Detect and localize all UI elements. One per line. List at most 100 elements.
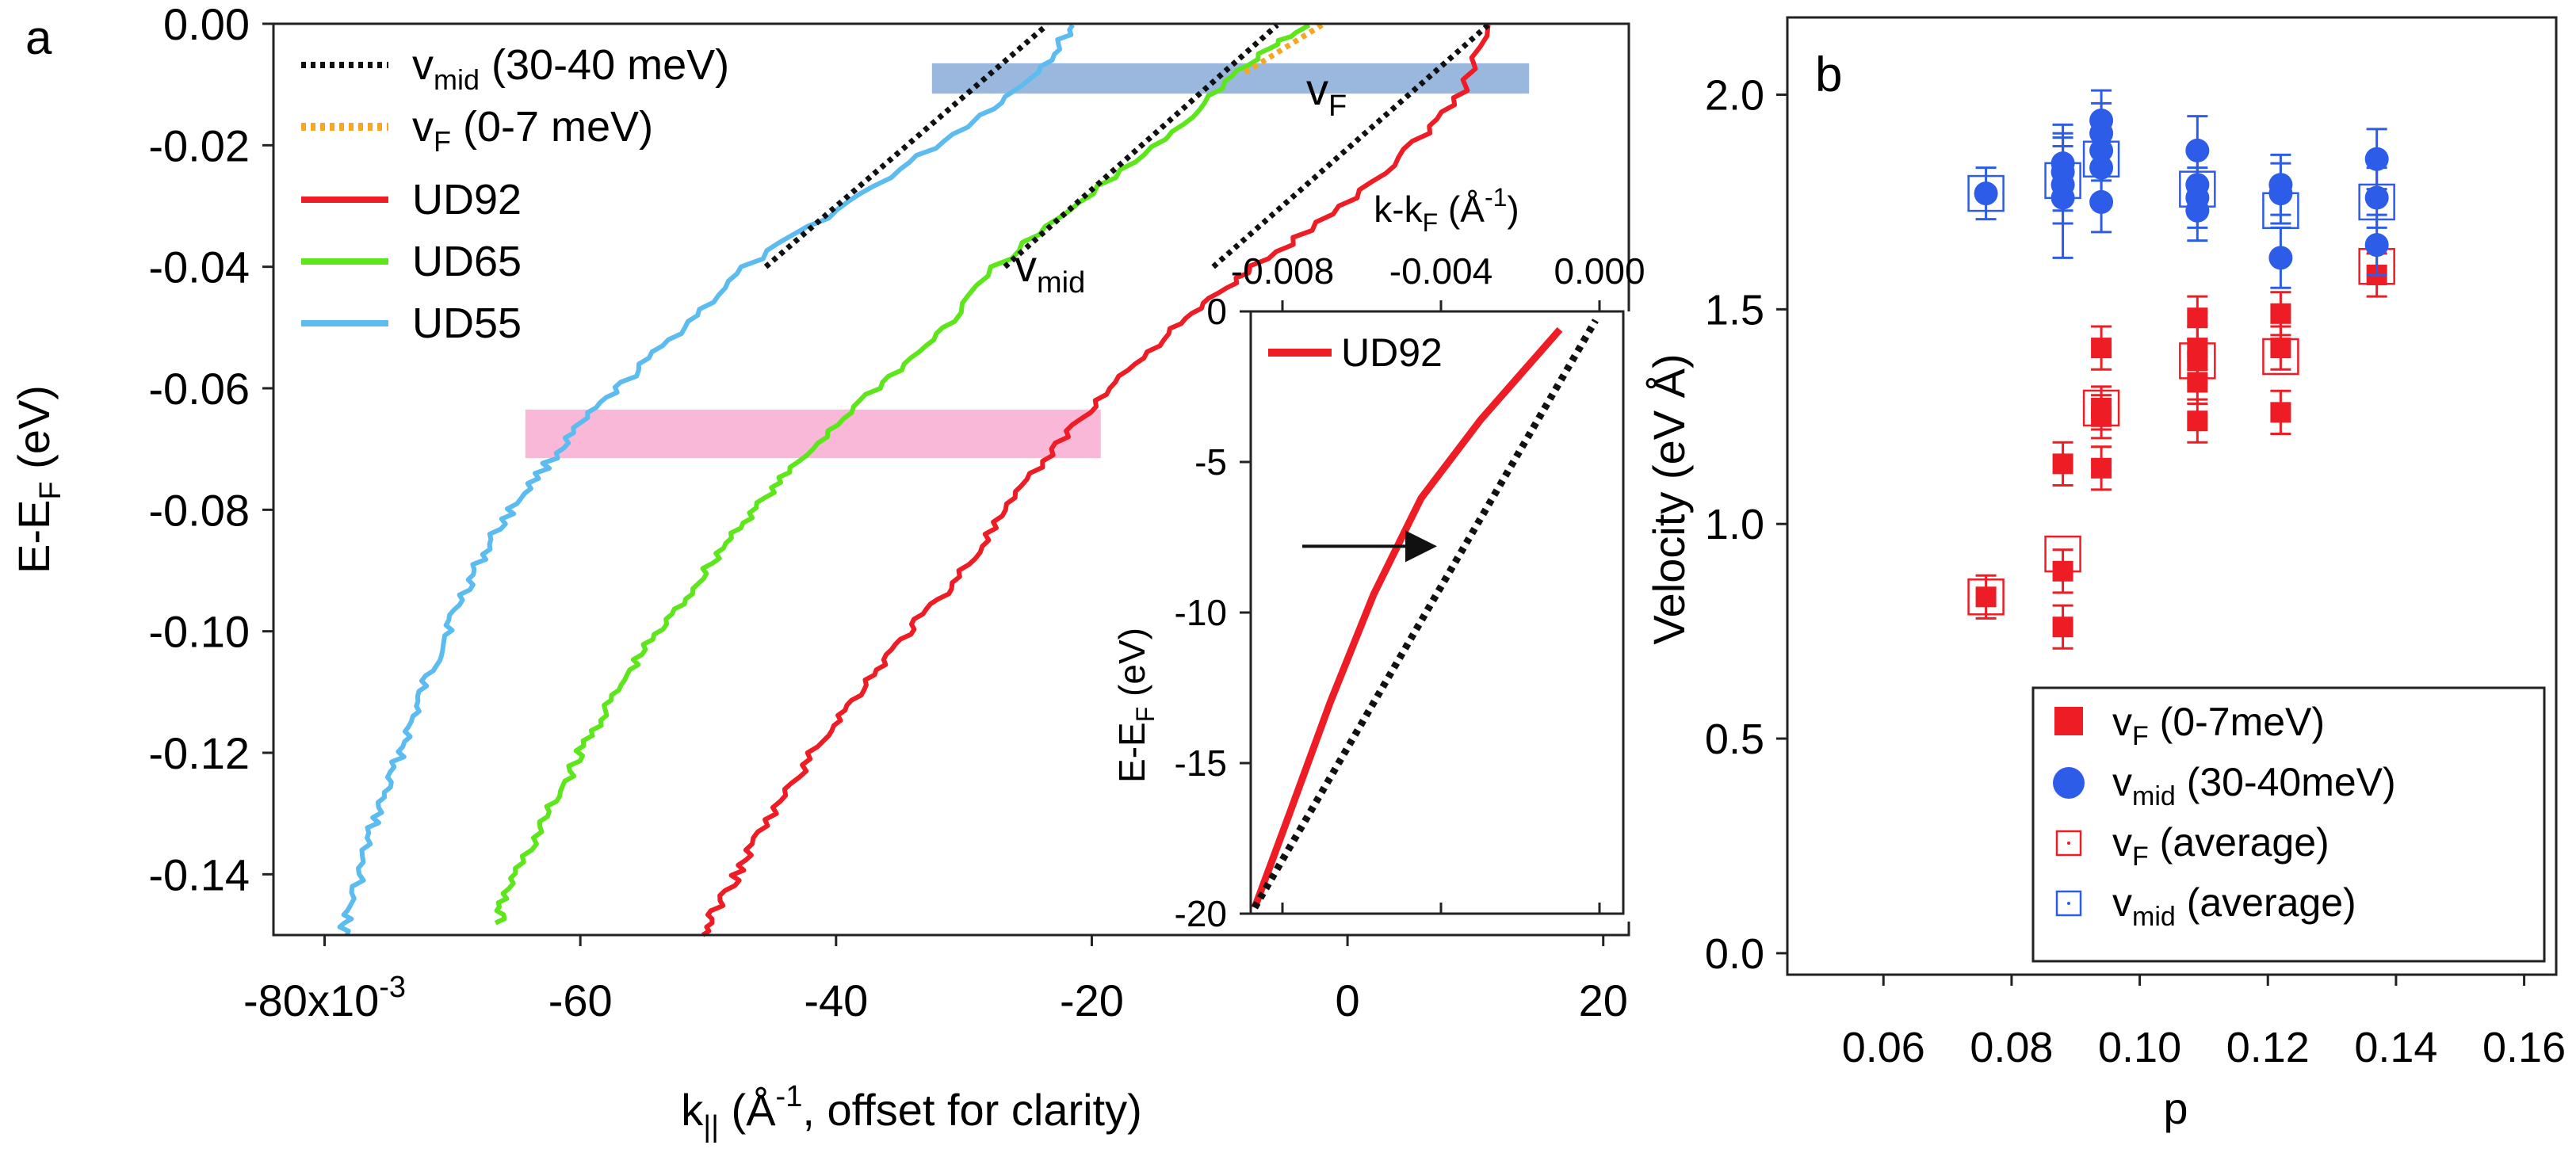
x-tick-text: -40 <box>804 975 868 1025</box>
b-y-tick-label: 0.0 <box>1705 930 1764 978</box>
legend-vmid-label: vmid (30-40meV) <box>2112 760 2396 811</box>
panel-b-x-axis-label: p <box>2163 1083 2188 1133</box>
point-vf <box>2187 307 2208 329</box>
legend-vf-label: vF (0-7 meV) <box>412 103 653 158</box>
fit-ud65-vmid <box>1003 22 1279 269</box>
inset-y-tick-label: -5 <box>1194 441 1227 483</box>
point-vmid <box>2364 233 2389 258</box>
curve-ud65 <box>494 22 1311 926</box>
y-tick-label: -0.04 <box>148 242 250 292</box>
legend-vmid-average-dot <box>2067 902 2070 905</box>
panel-a-x-axis: -80x10-3 -60 -40 -20 0 20 <box>243 935 1628 1025</box>
point-vmid <box>2185 138 2210 162</box>
inset-chart: -0.008 -0.004 0.000 0 -5 -10 -15 -20 k-kF (Å-1… <box>1111 183 1645 934</box>
point-vmid <box>2364 185 2389 210</box>
panel-b-y-axis: 0.0 0.5 1.0 1.5 2.0 <box>1705 72 1787 978</box>
legend-vf-average-marker <box>2055 830 2082 857</box>
b-x-tick-label: 0.14 <box>2354 1024 2437 1071</box>
point-vf <box>2270 402 2291 423</box>
fit-ud55-vmid <box>763 22 1049 269</box>
panel-b-legend-box <box>2031 686 2546 963</box>
panel-a-curves <box>337 22 1491 937</box>
panel-b-y-axis-label: Velocity (eV Å) <box>1644 353 1694 644</box>
curve-ud92 <box>701 25 1491 937</box>
legend-vf-marker <box>2054 707 2083 735</box>
point-vmid <box>2268 173 2293 197</box>
annotation-vf: vF <box>1306 64 1347 123</box>
panel-a-y-axis-label: E-EF (eV) <box>9 385 67 574</box>
inset-fit-line <box>1252 319 1599 910</box>
inset-y-axis-label: E-EF (eV) <box>1111 628 1160 783</box>
panel-b-legend: vF (0-7meV) vmid (30-40meV) vF (average)… <box>2031 686 2546 963</box>
x-tick-text: 20 <box>1579 975 1628 1025</box>
inset-lines <box>1251 319 1599 910</box>
b-y-tick-label: 1.0 <box>1705 501 1764 548</box>
y-tick-label: -0.06 <box>148 364 250 414</box>
b-y-tick-label: 2.0 <box>1705 72 1764 120</box>
panel-b: b 0.06 0.08 0.10 0.12 0.14 0.16 0.0 0.5 1.0 1.5 2… <box>1644 16 2566 1133</box>
b-x-tick-label: 0.08 <box>1970 1024 2053 1071</box>
b-y-tick-label: 0.5 <box>1705 716 1764 763</box>
inset-y-tick-label: -20 <box>1175 893 1227 934</box>
y-tick-label: 0.00 <box>163 0 250 49</box>
x-tick-text: -60 <box>548 975 613 1025</box>
panel-b-points <box>1967 89 2395 650</box>
x-tick-label: 0 <box>1336 975 1360 1025</box>
inset-background <box>1251 311 1631 922</box>
y-tick-label: -0.14 <box>148 849 250 899</box>
curve-ud55 <box>337 23 1075 936</box>
panel-a-label: a <box>25 11 52 64</box>
panel-a-legend: vmid (30-40 meV) vF (0-7 meV) UD92 UD65 … <box>301 41 729 347</box>
x-tick-label: -40 <box>804 975 868 1025</box>
point-vmid <box>2268 246 2293 270</box>
y-tick-label: -0.12 <box>148 728 250 778</box>
x-tick-label: -80x10-3 <box>243 971 406 1025</box>
panel-a-fit-lines <box>763 22 1490 269</box>
point-vmid <box>2089 189 2114 214</box>
inset-y-axis: 0 -5 -10 -15 -20 <box>1175 291 1251 934</box>
inset-x-axis: -0.008 -0.004 0.000 <box>1231 250 1645 914</box>
point-vmid <box>1974 181 1998 206</box>
legend-ud92-label: UD92 <box>412 176 522 223</box>
point-vf <box>2187 410 2208 432</box>
point-vmid <box>2364 147 2389 171</box>
point-vf <box>2187 338 2208 359</box>
point-vf <box>2052 453 2073 475</box>
legend-vmid-average-label: vmid (average) <box>2112 880 2356 932</box>
inset-y-tick-label: -10 <box>1175 592 1227 633</box>
point-vf <box>2091 338 2112 359</box>
inset-x-axis-label: k-kF (Å-1) <box>1374 183 1519 237</box>
point-vf <box>2091 397 2112 418</box>
point-vf <box>2052 616 2073 638</box>
legend-vmid-marker <box>2053 767 2085 799</box>
panel-a: a -80x10-3 -60 -40 -20 0 20 0.00 -0.02 -0.04 -0.… <box>9 0 1645 1143</box>
y-tick-label: -0.10 <box>148 607 250 657</box>
point-vf <box>2052 560 2073 582</box>
point-vmid <box>2089 109 2114 133</box>
legend-vmid-average-marker <box>2055 890 2082 917</box>
x-tick-text: -20 <box>1060 975 1124 1025</box>
inset-x-tick-label: 0.000 <box>1554 250 1645 292</box>
b-x-tick-label: 0.16 <box>2482 1024 2566 1071</box>
panel-b-plot-frame <box>1786 16 2558 976</box>
panel-a-y-axis: 0.00 -0.02 -0.04 -0.06 -0.08 -0.10 -0.12 -0.14 <box>148 0 273 899</box>
point-vf <box>2091 457 2112 479</box>
panel-b-label: b <box>1815 48 1842 102</box>
b-x-tick-label: 0.10 <box>2098 1024 2181 1071</box>
legend-vf-average-label: vF (average) <box>2112 820 2329 872</box>
b-y-tick-label: 1.5 <box>1705 286 1764 334</box>
point-vf <box>1975 586 1997 608</box>
inset-arrow <box>1302 530 1437 563</box>
y-tick-label: -0.08 <box>148 485 250 535</box>
x-tick-label: -20 <box>1060 975 1124 1025</box>
point-vf <box>2270 338 2291 359</box>
x-tick-text: -80x10 <box>243 975 379 1025</box>
panel-a-x-axis-label: k|| (Å-1, offset for clarity) <box>681 1080 1142 1143</box>
x-tick-sup: -3 <box>379 971 406 1004</box>
inset-x-tick-label: -0.004 <box>1389 250 1492 292</box>
inset-legend-label: UD92 <box>1341 330 1443 375</box>
legend-ud55-label: UD55 <box>412 300 522 347</box>
b-x-tick-label: 0.06 <box>1842 1024 1925 1071</box>
x-tick-label: -60 <box>548 975 613 1025</box>
